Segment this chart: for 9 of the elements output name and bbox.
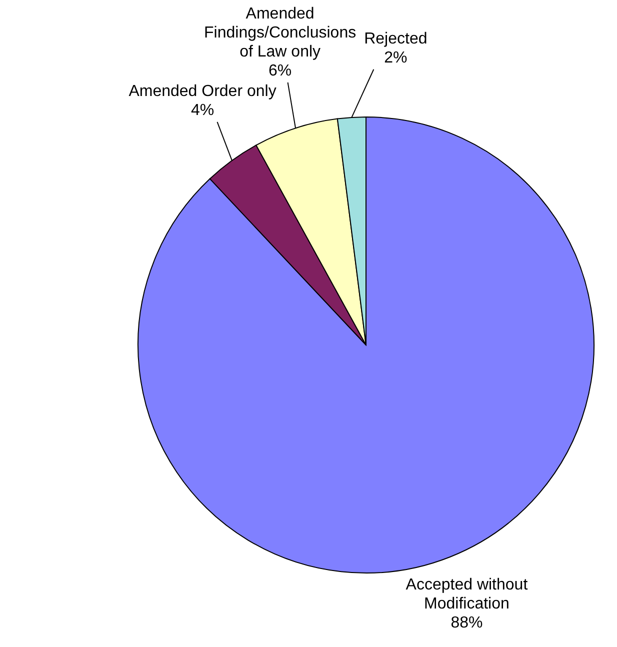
pie-slice xyxy=(138,116,594,574)
data-label: 88% xyxy=(450,614,483,632)
data-label: 4% xyxy=(190,102,214,119)
slice-label: Rejected xyxy=(364,30,428,48)
data-label: 6% xyxy=(268,62,292,80)
slice-label: Amended Findings/Conclusions of Law only xyxy=(204,5,356,60)
data-label: 2% xyxy=(384,49,408,66)
slice-label: Amended Order only xyxy=(128,82,276,100)
slice-label: Accepted without Modification xyxy=(406,576,528,612)
